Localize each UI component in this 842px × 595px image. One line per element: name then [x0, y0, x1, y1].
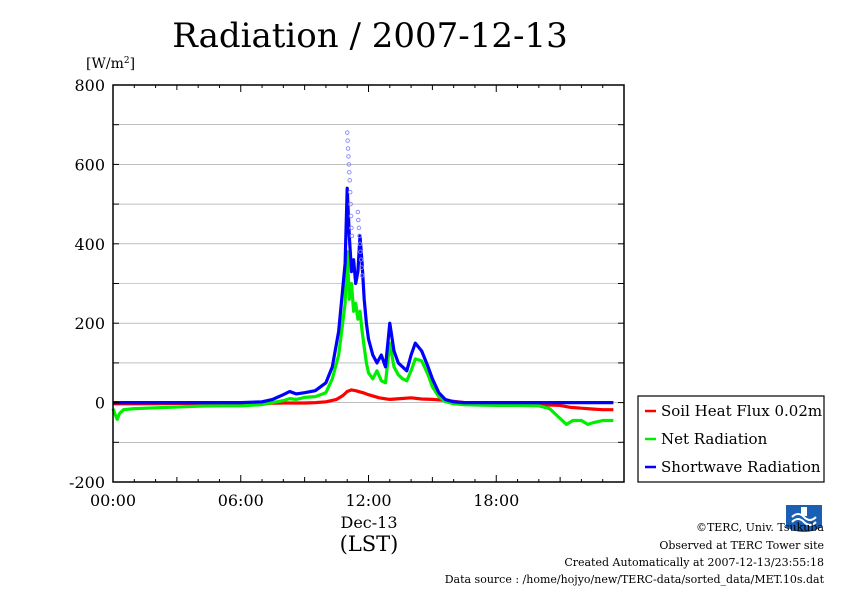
x-date-label: Dec-13	[340, 513, 397, 532]
scatter-point	[347, 170, 352, 175]
series-line-shortwave-radiation	[113, 186, 614, 405]
legend-items: Soil Heat Flux 0.02m Net Radiation Shortwa…	[645, 402, 822, 476]
scatter-point	[355, 209, 361, 215]
legend-label: Net Radiation	[661, 430, 768, 448]
y-tick-label: 800	[74, 76, 105, 95]
series-line-net-radiation	[111, 250, 614, 426]
site-text: Observed at TERC Tower site	[659, 539, 824, 552]
scatter-point	[356, 225, 362, 231]
scatter-point	[358, 257, 364, 262]
scatter-point	[357, 241, 363, 247]
scatter-point	[349, 233, 355, 239]
scatter-point	[345, 138, 350, 143]
scatter-point	[359, 273, 365, 278]
scatter-layer	[344, 130, 365, 278]
y-tick-label: 200	[74, 314, 105, 333]
x-tick-label: 18:00	[473, 491, 519, 510]
legend-label: Shortwave Radiation	[661, 458, 821, 476]
scatter-point	[344, 130, 350, 135]
scatter-point	[346, 162, 352, 167]
x-axis-label: (LST)	[340, 532, 399, 556]
y-tick-label: 400	[74, 235, 105, 254]
created-text: Created Automatically at 2007-12-13/23:5…	[564, 556, 824, 569]
copyright-text: ©TERC, Univ. Tsukuba	[695, 521, 824, 534]
scatter-point	[346, 154, 351, 159]
ticks: -200 0 200 400 600 800 00:00 06:00 12:00 18:00	[69, 76, 625, 510]
scatter-point	[348, 213, 354, 219]
y-tick-label: 0	[95, 394, 105, 413]
legend-label: Soil Heat Flux 0.02m	[661, 402, 822, 420]
legend: Soil Heat Flux 0.02m Net Radiation Shortwa…	[637, 395, 825, 483]
scatter-point	[356, 217, 361, 223]
x-tick-label: 12:00	[345, 491, 391, 510]
terc-logo-icon	[784, 503, 824, 537]
scatter-point	[349, 225, 354, 231]
scatter-point	[359, 265, 364, 270]
chart-title: Radiation / 2007-12-13	[172, 16, 568, 56]
scatter-point	[347, 178, 353, 183]
scatter-point	[347, 189, 353, 195]
scatter-point	[357, 233, 362, 239]
scatter-point	[345, 146, 351, 151]
series-layer	[111, 186, 614, 426]
y-axis-label: [W/m2]	[86, 56, 135, 72]
x-tick-label: 06:00	[218, 491, 264, 510]
source-text: Data source : /home/hojyo/new/TERC-data/…	[444, 573, 824, 586]
legend-box	[637, 395, 825, 483]
y-tick-label: -200	[69, 473, 105, 492]
scatter-point	[358, 249, 363, 254]
y-tick-label: 600	[74, 155, 105, 174]
scatter-point	[348, 201, 353, 207]
x-tick-label: 00:00	[90, 491, 136, 510]
